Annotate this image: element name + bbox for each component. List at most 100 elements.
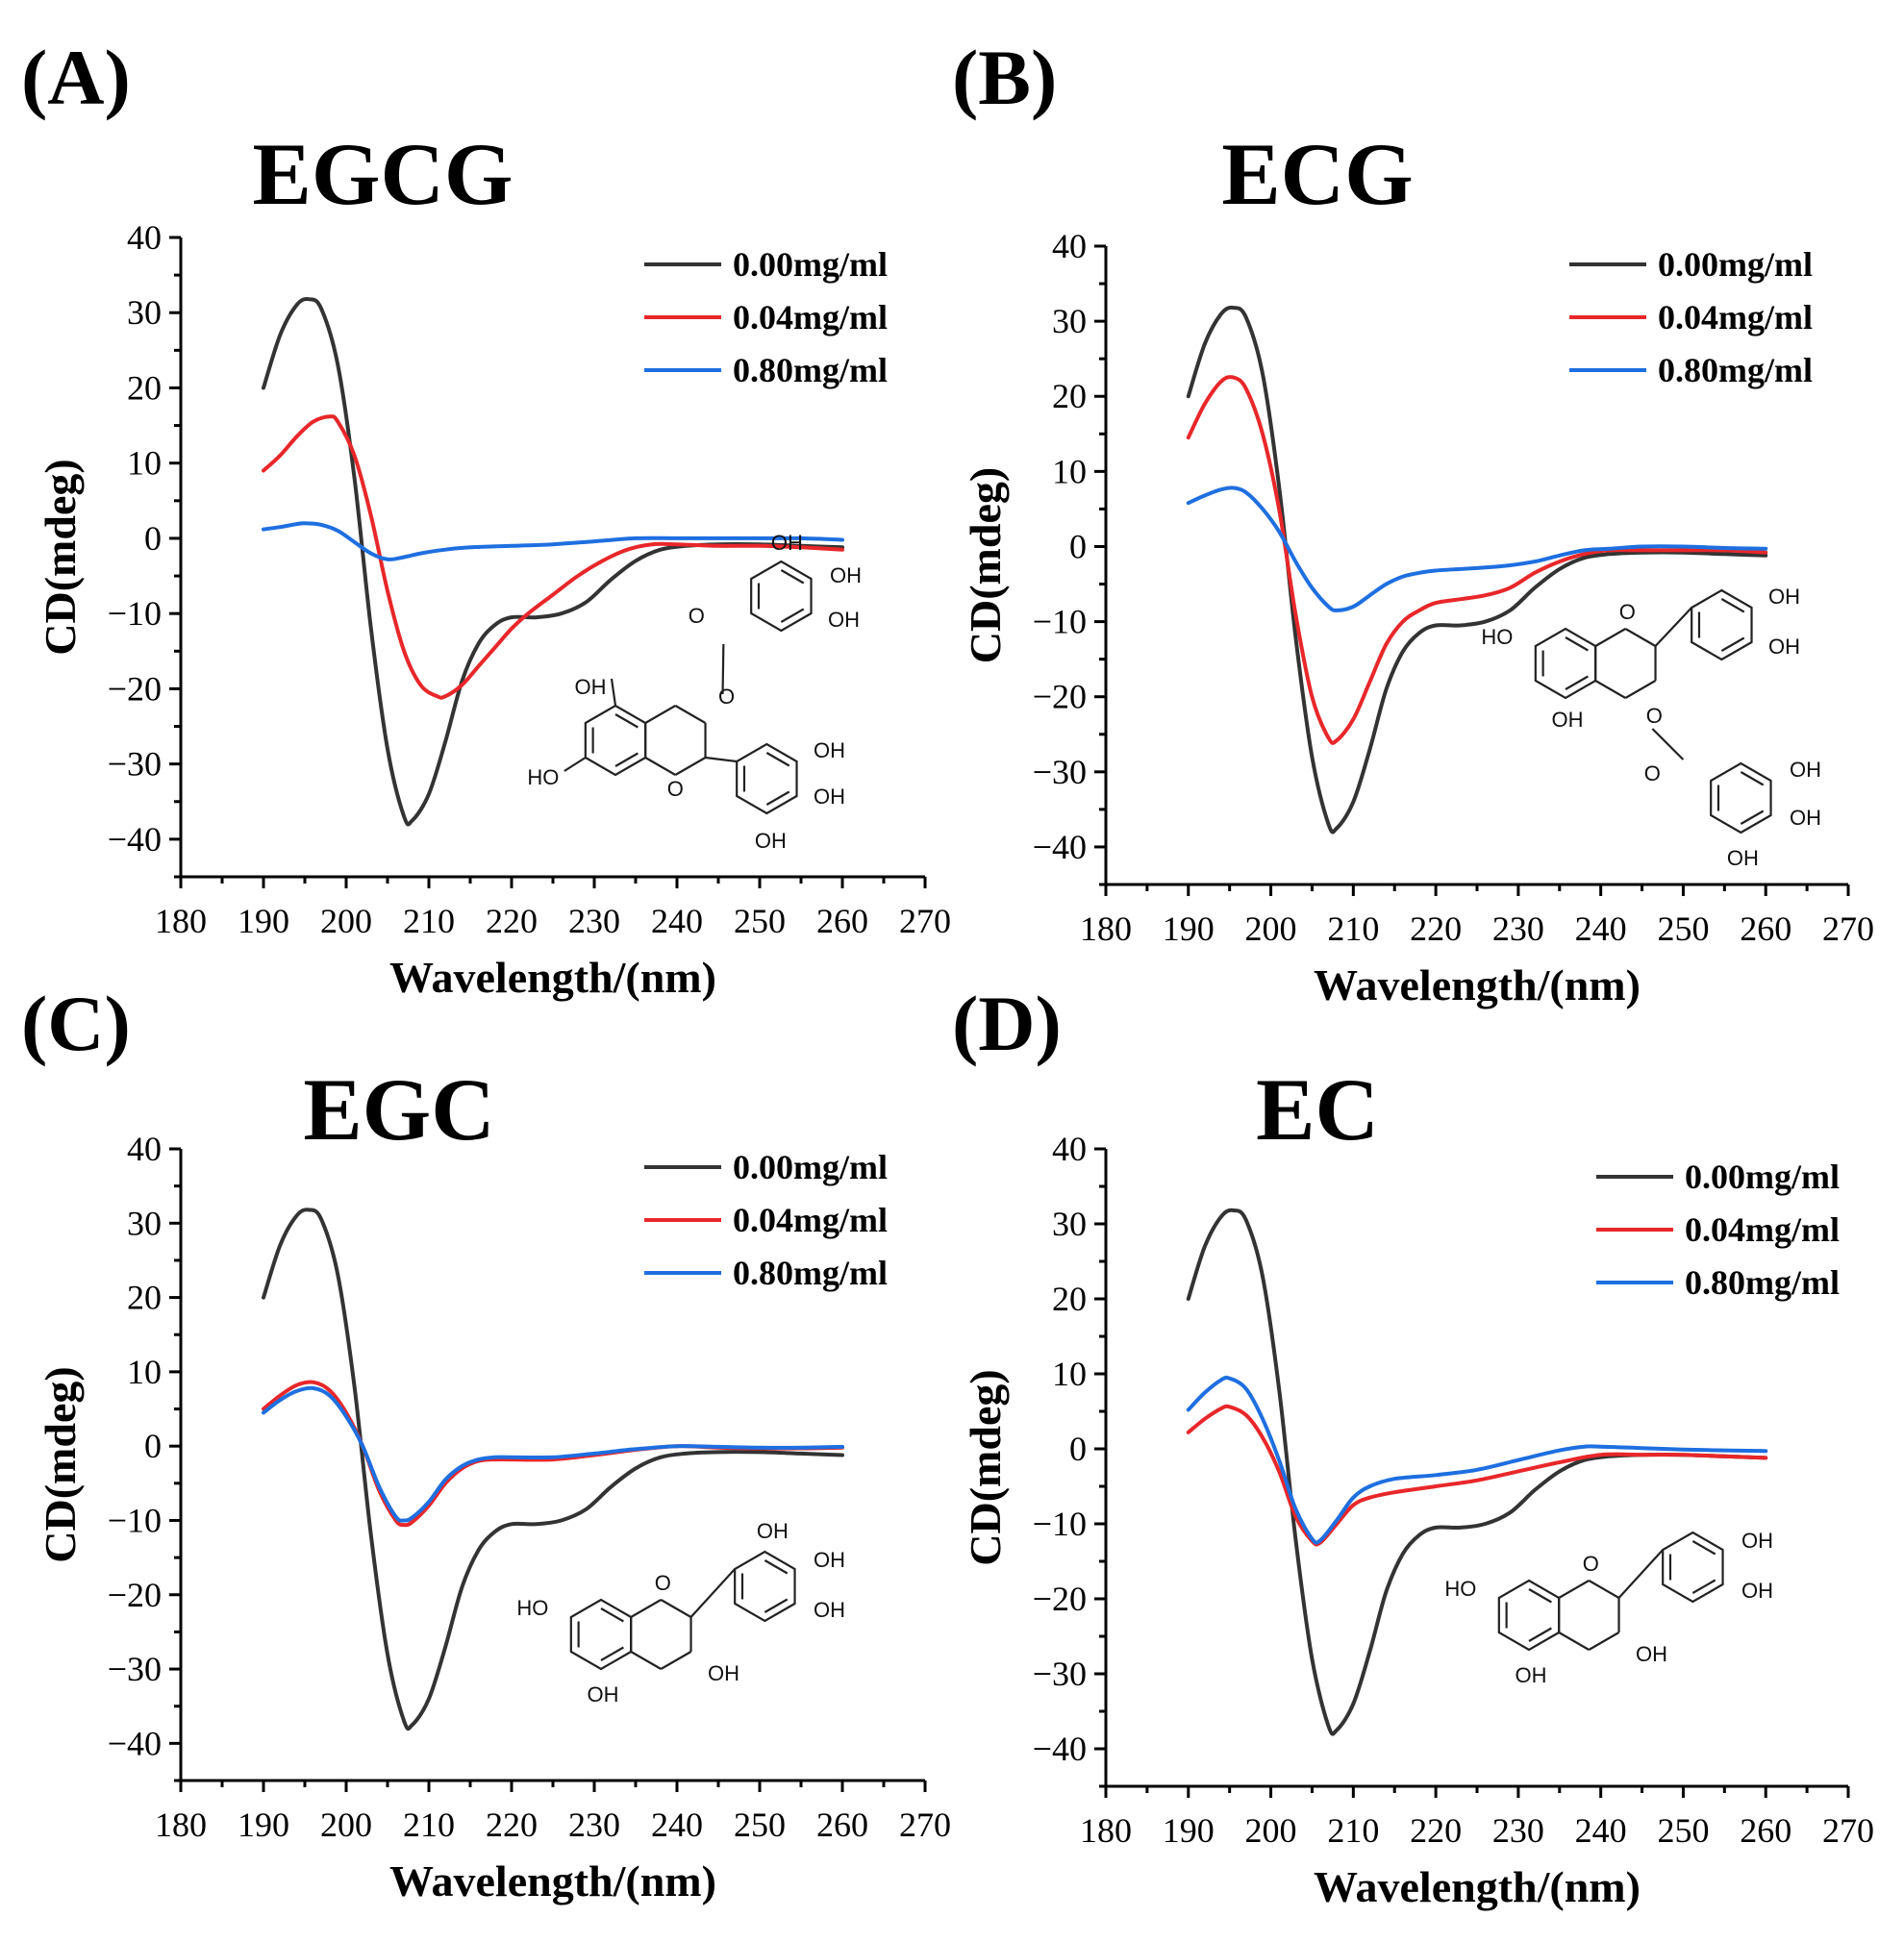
mol-double-bond [600,1607,624,1623]
mol-ring [736,742,798,815]
chart-title: EGCG [253,125,514,223]
mol-bond [1651,728,1685,760]
y-tick-label: 0 [1069,527,1087,565]
mol-bond [644,705,676,724]
x-tick-label: 180 [155,902,207,940]
x-tick-label: 220 [1410,909,1462,948]
y-tick-label: −10 [1033,603,1087,641]
mol-atom-label: O [1619,600,1636,624]
mol-atom-label: OH [1741,1579,1773,1603]
mol-bond [1594,680,1626,699]
x-tick-label: 190 [1163,909,1215,948]
mol-atom-label: O [1583,1552,1599,1576]
mol-atom-label: O [1646,704,1663,728]
y-tick-label: −30 [108,745,162,784]
x-tick-label: 250 [1657,909,1709,948]
mol-bond [705,756,738,763]
x-tick-label: 230 [568,902,620,940]
x-tick-label: 220 [486,1806,538,1844]
y-axis-label: CD(mdeg) [961,1369,1010,1565]
mol-double-bond [780,569,805,585]
mol-ring [1710,761,1772,834]
mol-ring [750,560,813,633]
mol-atom-label: OH [1727,846,1759,870]
x-tick-label: 180 [1080,1811,1132,1850]
x-tick-label: 260 [816,1806,868,1844]
chart-title: EC [1256,1060,1379,1158]
mol-atom-label: OH [814,738,845,762]
y-tick-label: 10 [1052,452,1087,490]
mol-double-bond [614,752,639,767]
y-tick-label: 40 [1052,227,1087,265]
mol-double-bond [1528,1588,1552,1604]
mol-atom-label: OH [1636,1642,1667,1666]
y-tick-label: −20 [1033,1580,1087,1618]
mol-atom-label: OH [814,1548,845,1572]
mol-atom-label: OH [828,608,860,632]
mol-double-bond [1720,598,1745,613]
mol-bond [1558,1632,1590,1651]
y-tick-label: −40 [1033,1730,1087,1768]
x-tick-label: 180 [1080,909,1132,948]
legend-label-0: 0.00mg/ml [1658,245,1813,284]
mol-bond [1594,628,1626,647]
mol-bond [610,678,617,707]
y-tick-label: 40 [127,218,162,257]
mol-bond [1617,1549,1664,1599]
mol-atom-label: OH [757,1519,789,1543]
mol-atom-label: O [667,777,684,801]
legend-label-0: 0.00mg/ml [1685,1158,1840,1196]
x-tick-label: 260 [1740,909,1791,948]
molecule-structure: HO OH O OH OH OH OH [516,1519,845,1706]
x-tick-label: 210 [403,1806,455,1844]
mol-ring [1534,627,1597,700]
mol-atom-label: OH [575,675,607,699]
mol-bond [674,705,707,724]
x-tick-label: 190 [238,1806,289,1844]
mol-bond [660,1599,692,1618]
x-tick-label: 270 [1822,1811,1874,1850]
x-tick-label: 250 [734,1806,786,1844]
legend-label-1: 0.04mg/ml [1685,1210,1840,1249]
x-axis-label: Wavelength/(nm) [1314,1862,1641,1911]
mol-double-bond [1740,810,1765,825]
legend-label-0: 0.00mg/ml [733,245,888,284]
mol-double-bond [1565,675,1589,690]
mol-double-bond [1691,1579,1716,1594]
mol-atom-label: OH [708,1661,739,1685]
mol-bond [1558,1580,1590,1599]
mol-bond [1624,628,1657,647]
mol-ring [584,704,647,777]
x-axis-label: Wavelength/(nm) [1314,960,1641,1009]
x-tick-label: 260 [816,902,868,940]
legend-label-2: 0.80mg/ml [733,351,888,389]
x-tick-label: 180 [155,1806,207,1844]
x-tick-label: 210 [1327,909,1379,948]
series-line-2 [1186,486,1768,612]
panel-letter: (B) [952,34,1057,121]
mol-double-bond [1740,771,1765,786]
series-line-2 [1186,1375,1768,1545]
chart-title: ECG [1221,125,1413,223]
x-tick-label: 200 [320,1806,372,1844]
mol-atom-label: OH [588,1682,619,1706]
mol-double-bond [765,790,790,806]
legend-label-1: 0.04mg/ml [733,298,888,336]
x-axis-label: Wavelength/(nm) [389,1856,716,1906]
mol-bond [660,1651,692,1670]
molecule-structure: OH HO O OH OH OH O O OH OH OH [527,531,862,853]
x-axis-label: Wavelength/(nm) [389,953,716,1002]
mol-atom-label: OH [1790,758,1821,782]
mol-double-bond [1720,636,1745,652]
panel-letter: (A) [21,34,131,121]
mol-double-bond [1565,636,1589,652]
y-tick-label: 40 [127,1130,162,1168]
x-tick-label: 270 [899,902,951,940]
mol-atom-label: HO [1481,625,1513,649]
mol-bond [564,757,587,772]
legend-label-1: 0.04mg/ml [733,1201,888,1239]
molecule-structure: HO OH O OH OH OH [1444,1529,1773,1687]
